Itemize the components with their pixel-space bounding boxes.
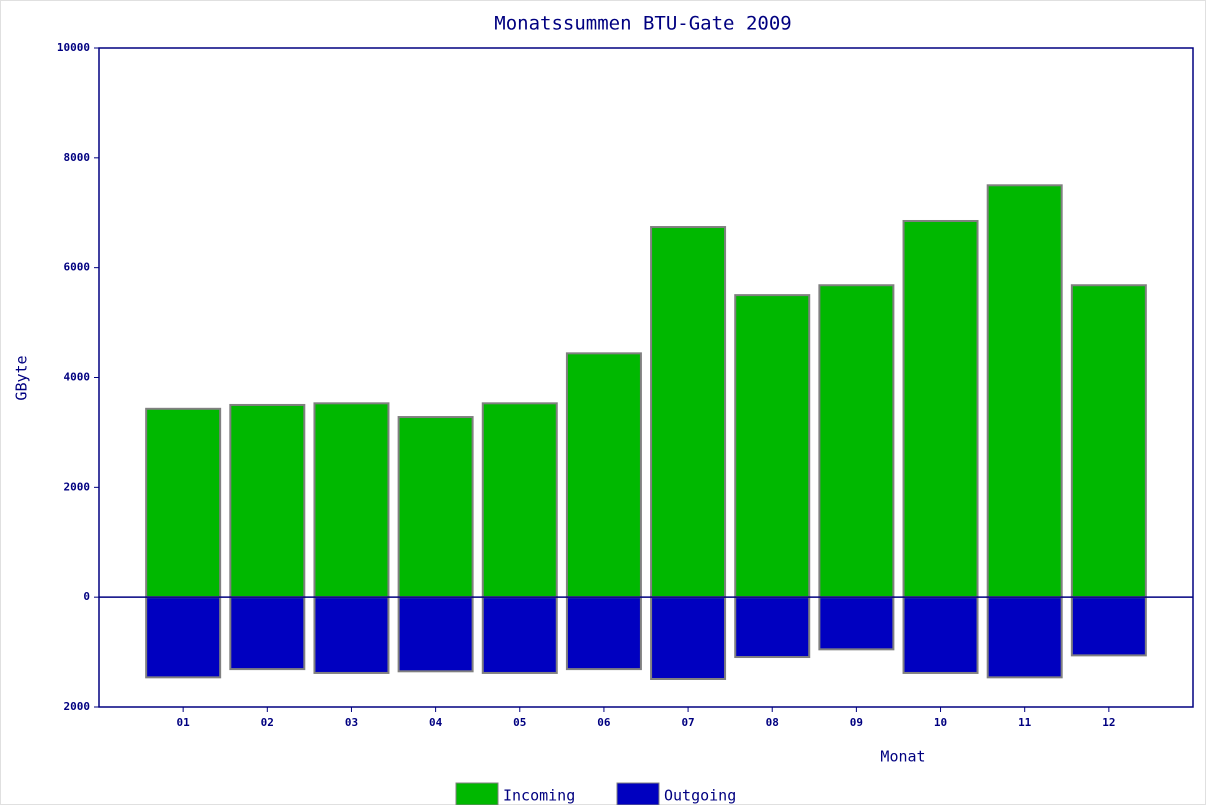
- y-tick-label: 2000: [64, 480, 91, 493]
- bar: [229, 596, 306, 671]
- x-tick-label: 02: [261, 716, 274, 729]
- bar: [1070, 596, 1147, 657]
- bar: [145, 596, 222, 679]
- bar: [397, 596, 474, 673]
- legend-label: Outgoing: [664, 787, 736, 805]
- bar: [229, 403, 306, 599]
- bar: [902, 596, 979, 674]
- x-tick-label: 01: [177, 716, 191, 729]
- y-axis-label: GByte: [13, 355, 31, 400]
- bar: [313, 402, 390, 599]
- legend-swatch: [616, 782, 660, 805]
- y-tick-label: 10000: [57, 41, 90, 54]
- x-tick-label: 04: [429, 716, 443, 729]
- bar: [734, 294, 811, 599]
- y-tick-label: 0: [83, 590, 90, 603]
- y-tick-label: 6000: [64, 261, 91, 274]
- bar: [565, 596, 642, 671]
- x-tick-label: 12: [1102, 716, 1115, 729]
- x-tick-label: 09: [850, 716, 863, 729]
- bar: [902, 219, 979, 599]
- bar: [650, 226, 727, 599]
- bar: [145, 407, 222, 599]
- y-tick-label: 8000: [64, 151, 91, 164]
- bar: [986, 184, 1063, 599]
- bar: [313, 596, 390, 674]
- bar: [818, 596, 895, 651]
- x-tick-label: 05: [513, 716, 526, 729]
- x-tick-label: 11: [1018, 716, 1032, 729]
- x-tick-label: 10: [934, 716, 947, 729]
- bar: [650, 596, 727, 680]
- x-tick-label: 07: [681, 716, 694, 729]
- bar: [481, 596, 558, 674]
- x-tick-label: 06: [597, 716, 611, 729]
- bar: [481, 402, 558, 599]
- y-tick-label: 4000: [64, 371, 91, 384]
- chart-title: Monatssummen BTU-Gate 2009: [494, 13, 791, 35]
- bar: [818, 284, 895, 599]
- bar: [397, 416, 474, 599]
- bar: [565, 352, 642, 599]
- bar: [734, 596, 811, 659]
- bar: [986, 596, 1063, 679]
- x-tick-label: 03: [345, 716, 358, 729]
- legend-label: Incoming: [503, 787, 575, 805]
- legend-swatch: [455, 782, 499, 805]
- bar: [1070, 284, 1147, 599]
- x-axis-label: Monat: [880, 748, 925, 766]
- y-tick-label: 2000: [64, 700, 91, 713]
- x-tick-label: 08: [766, 716, 779, 729]
